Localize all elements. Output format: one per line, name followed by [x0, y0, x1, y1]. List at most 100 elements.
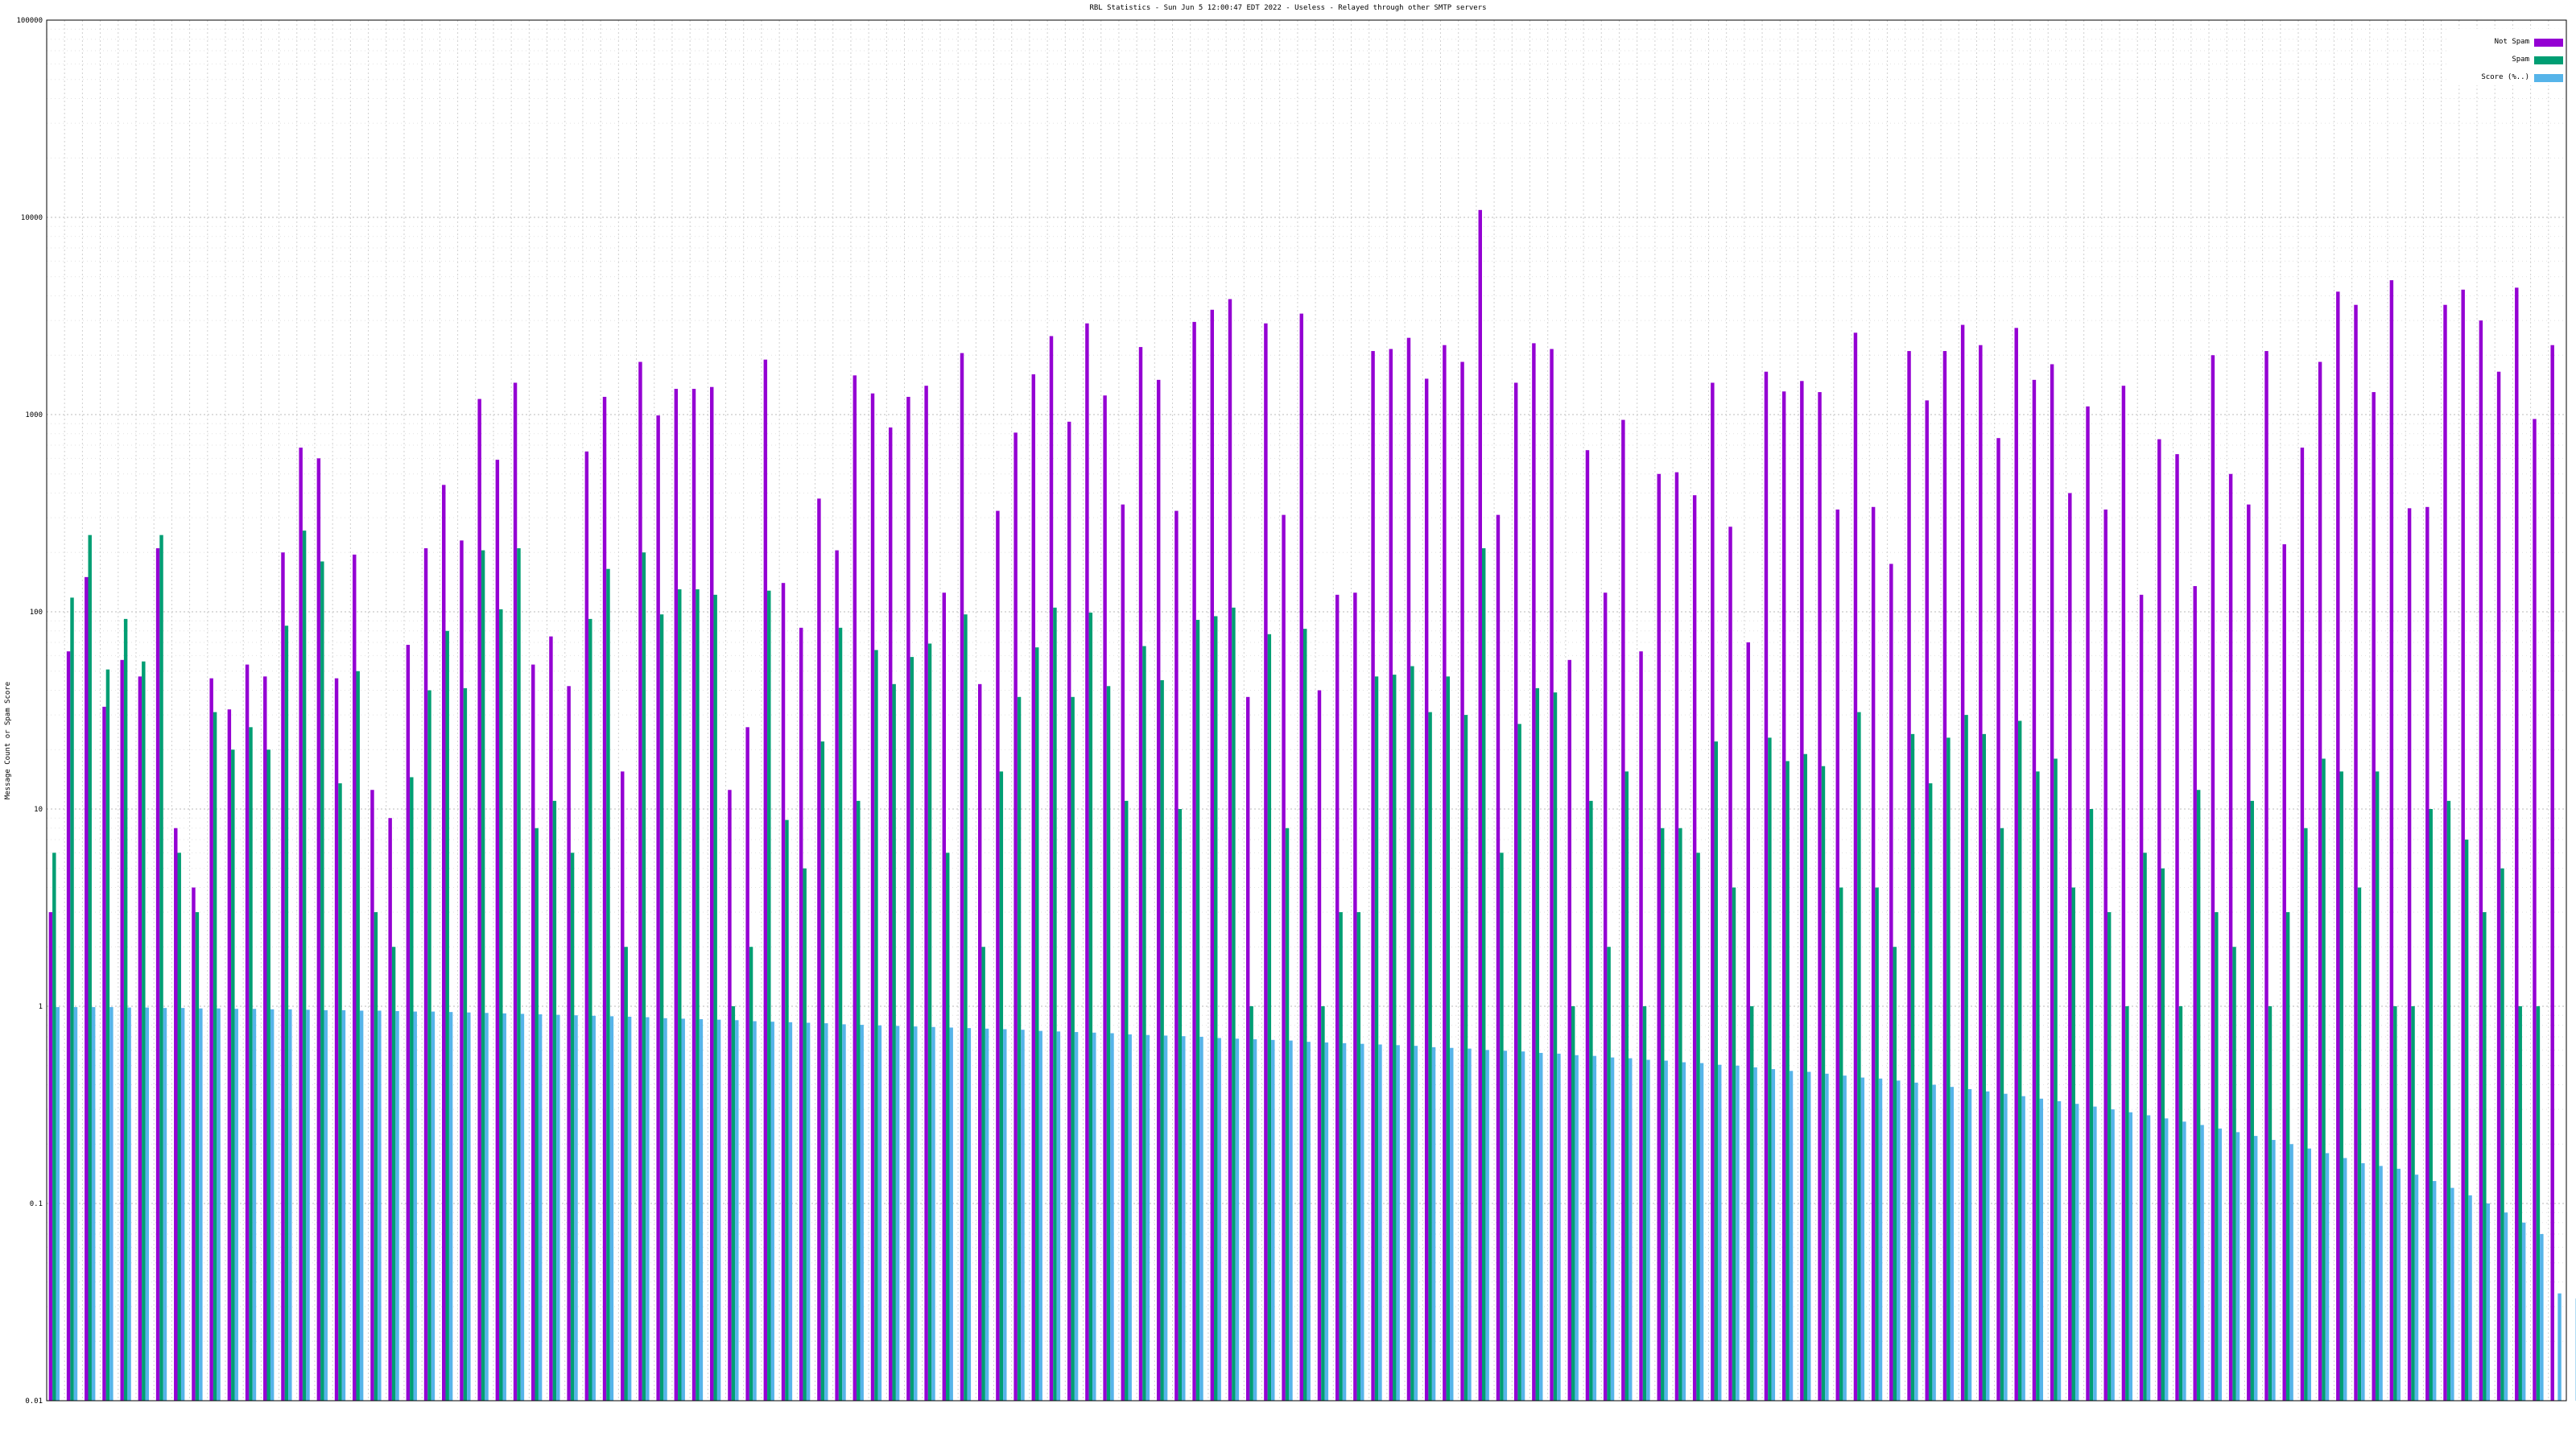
bar-spam [767, 590, 771, 1401]
bar-score [1699, 1063, 1704, 1401]
bar-not-spam [423, 548, 428, 1401]
bar-not-spam [1532, 343, 1536, 1401]
bars-group [48, 209, 2576, 1402]
bar-not-spam [549, 636, 553, 1401]
bar-score [1342, 1042, 1347, 1401]
bar-not-spam [2461, 289, 2465, 1401]
bar-spam [678, 589, 682, 1401]
bar-score [341, 1009, 346, 1401]
bar-spam [910, 657, 914, 1401]
bar-not-spam [1067, 421, 1071, 1401]
bar-not-spam [1424, 378, 1429, 1402]
bar-not-spam [710, 386, 714, 1402]
bar-spam [981, 947, 985, 1401]
bar-score [1163, 1035, 1168, 1401]
bar-not-spam [1639, 651, 1643, 1401]
bar-not-spam [1711, 382, 1715, 1402]
bar-not-spam [2479, 320, 2483, 1401]
plot-frame [46, 19, 2567, 1402]
bar-spam [1589, 800, 1593, 1401]
bar-spam [499, 609, 503, 1401]
bar-score [502, 1013, 506, 1401]
bar-spam [964, 614, 968, 1401]
bar-score [753, 1021, 757, 1401]
bar-not-spam [1049, 336, 1054, 1401]
bar-spam [2178, 1006, 2183, 1401]
bar-spam [2357, 887, 2362, 1401]
bar-spam [463, 687, 468, 1401]
bar-score [1664, 1060, 1668, 1401]
bar-not-spam [1174, 510, 1179, 1401]
bar-spam [2393, 1006, 2397, 1401]
bar-spam [696, 589, 700, 1401]
bar-score [1825, 1073, 1829, 1401]
bar-score [73, 1007, 78, 1401]
bar-not-spam [2389, 280, 2394, 1402]
bar-spam [1660, 828, 1665, 1401]
bar-spam [659, 614, 664, 1401]
bar-score [1592, 1055, 1597, 1401]
bar-not-spam [48, 912, 53, 1401]
bar-not-spam [1264, 323, 1268, 1402]
bar-score [2253, 1136, 2258, 1401]
bar-score [1324, 1042, 1329, 1401]
bar-spam [1768, 737, 1772, 1401]
bar-score [1897, 1080, 1901, 1401]
bar-spam [1088, 613, 1093, 1401]
bar-not-spam [1496, 514, 1501, 1401]
bar-spam [2322, 758, 2326, 1401]
bar-score [1789, 1071, 1794, 1401]
bar-not-spam [817, 498, 821, 1401]
bar-score [1271, 1039, 1275, 1401]
bar-score [2557, 1293, 2562, 1401]
bar-not-spam [1550, 349, 1554, 1401]
bar-not-spam [1889, 564, 1893, 1402]
bar-score [1378, 1044, 1382, 1401]
bar-not-spam [353, 554, 357, 1402]
bar-not-spam [584, 451, 589, 1401]
bar-spam [2250, 800, 2254, 1401]
bar-spam [1017, 696, 1022, 1401]
bar-spam [820, 741, 825, 1401]
bar-spam [1035, 647, 1039, 1401]
bar-not-spam [2103, 509, 2107, 1402]
bar-not-spam [388, 818, 392, 1401]
bar-score [1682, 1062, 1686, 1401]
bar-score [2218, 1128, 2223, 1401]
bar-not-spam [2496, 371, 2501, 1402]
bar-not-spam [513, 382, 518, 1402]
bar-score [2379, 1166, 2383, 1401]
bar-score [824, 1023, 828, 1401]
bar-not-spam [1371, 351, 1375, 1401]
bar-not-spam [66, 651, 71, 1401]
bar-spam [105, 669, 110, 1401]
bar-score [1110, 1033, 1114, 1401]
bar-not-spam [155, 548, 160, 1401]
bar-not-spam [602, 396, 607, 1402]
bar-score [378, 1010, 382, 1401]
bar-spam [1356, 912, 1361, 1401]
bar-score [985, 1028, 989, 1401]
bar-spam [1696, 852, 1700, 1401]
bar-score [2164, 1118, 2169, 1401]
bar-not-spam [960, 353, 964, 1401]
bar-not-spam [1085, 323, 1089, 1402]
bar-not-spam [870, 393, 875, 1402]
bar-score [1253, 1039, 1257, 1401]
bar-not-spam [996, 510, 1000, 1401]
bar-not-spam [2228, 473, 2233, 1401]
bar-spam [52, 852, 56, 1401]
bar-score [467, 1012, 471, 1401]
bar-score [788, 1022, 793, 1401]
bar-not-spam [1585, 450, 1590, 1402]
bar-not-spam [674, 389, 679, 1401]
bar-spam [2304, 828, 2308, 1401]
bar-score [699, 1019, 704, 1401]
bar-score [252, 1009, 257, 1401]
bar-spam [857, 800, 861, 1401]
bar-score [627, 1017, 632, 1401]
bar-spam [356, 671, 360, 1401]
bar-score [1235, 1038, 1240, 1401]
bar-score [1753, 1067, 1757, 1401]
bar-not-spam [2157, 439, 2161, 1401]
